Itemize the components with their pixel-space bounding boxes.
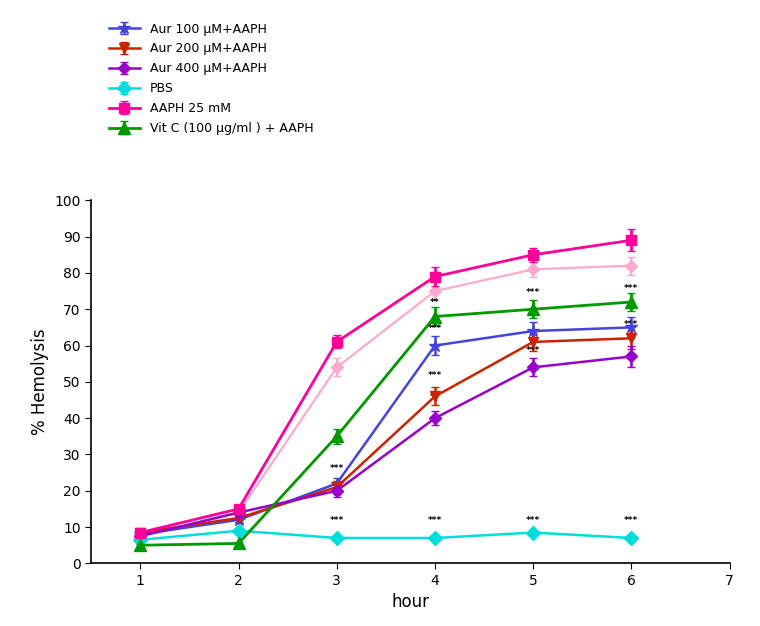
Text: **: ** [627, 333, 636, 342]
Text: ***: *** [428, 324, 442, 333]
Text: **: ** [430, 393, 440, 402]
Text: ***: *** [624, 321, 638, 329]
Text: ***: *** [526, 346, 540, 354]
Text: ***: *** [428, 371, 442, 380]
Text: ***: *** [526, 516, 540, 525]
Text: ***: *** [624, 516, 638, 525]
Text: **: ** [430, 299, 440, 307]
Text: ***: *** [526, 287, 540, 297]
Text: ***: *** [330, 516, 344, 525]
Text: ***: *** [428, 516, 442, 525]
X-axis label: hour: hour [391, 593, 429, 612]
Y-axis label: % Hemolysis: % Hemolysis [31, 329, 49, 435]
Legend: Aur 100 μM+AAPH, Aur 200 μM+AAPH, Aur 400 μM+AAPH, PBS, AAPH 25 mM, Vit C (100 μ: Aur 100 μM+AAPH, Aur 200 μM+AAPH, Aur 40… [105, 19, 318, 138]
Text: ***: *** [330, 464, 344, 473]
Text: ***: *** [624, 284, 638, 293]
